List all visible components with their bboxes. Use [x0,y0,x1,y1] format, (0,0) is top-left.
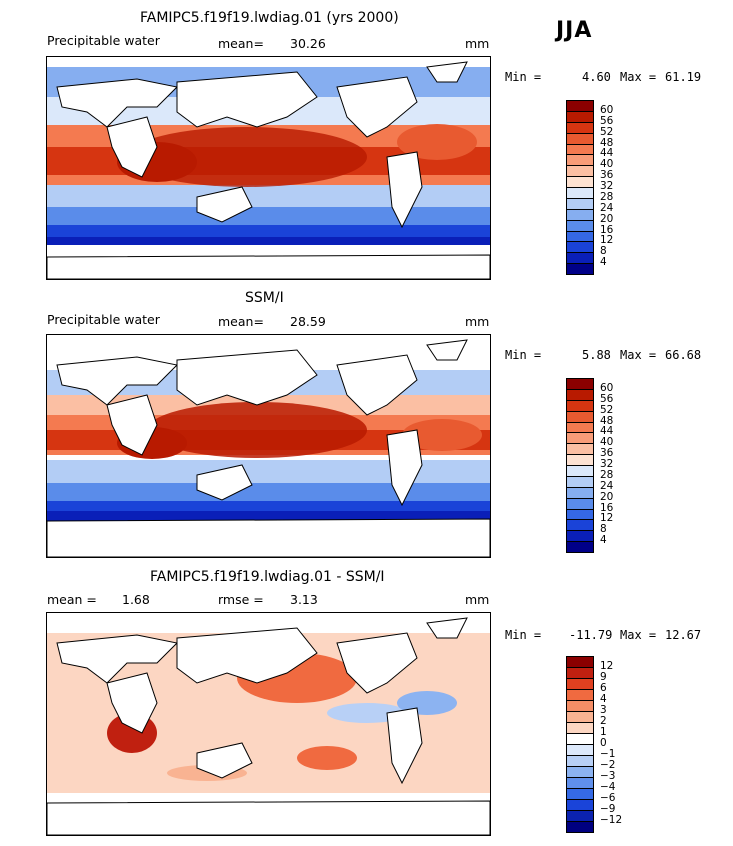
legend-tick-label: 8 [600,245,607,258]
rmse-value: 3.13 [290,592,318,607]
legend-tick-label: 1 [600,726,607,738]
map-observation-plot [47,335,490,557]
legend-tick-label: 4 [600,693,607,705]
max-label: Max = [620,628,657,642]
legend-swatch [566,541,594,553]
legend-tick-label: 60 [600,103,614,116]
units-label: mm [465,314,490,329]
units-label: mm [465,592,490,607]
legend-tick-label: 52 [600,403,614,416]
legend-tick-label: 6 [600,682,607,694]
map-difference-plot [47,613,490,835]
color-legend: 60 56 52 48 44 40 36 32 28 24 20 16 12 8 4 [566,378,666,553]
legend-tick-label: 16 [600,501,614,514]
map-difference [46,612,491,836]
max-value: 12.67 [665,628,702,642]
legend-swatch [566,263,594,275]
legend-tick-label: 3 [600,704,607,716]
max-value: 61.19 [665,70,702,84]
legend-tick-label: −9 [600,803,616,815]
max-label: Max = [620,348,657,362]
field-label: Precipitable water [47,33,160,48]
mean-value: 1.68 [122,592,150,607]
legend-tick-label: 20 [600,212,614,225]
legend-tick-label: −2 [600,759,616,771]
legend-tick-label: −12 [600,814,623,826]
max-value: 66.68 [665,348,702,362]
legend-tick-label: 60 [600,381,614,394]
min-label: Min = [505,628,542,642]
legend-tick-label: −6 [600,792,616,804]
map-observation [46,334,491,558]
panel-title: SSM/I [245,290,284,306]
panel-title: FAMIPC5.f19f19.lwdiag.01 (yrs 2000) [140,10,399,26]
min-label: Min = [505,70,542,84]
legend-tick-label: 2 [600,715,607,727]
legend-tick-label: 44 [600,147,614,160]
legend-tick-label: −1 [600,748,616,760]
min-label: Min = [505,348,542,362]
max-label: Max = [620,70,657,84]
legend-tick-label: 24 [600,479,614,492]
legend-tick-label: 12 [600,660,614,672]
legend-tick-label: 12 [600,234,614,247]
mean-label: mean= [218,36,264,51]
legend-tick-label: 36 [600,169,614,182]
min-value: 5.88 [582,348,611,362]
legend-tick-label: 8 [600,523,607,536]
legend-tick-label: −4 [600,781,616,793]
legend-tick-label: 56 [600,114,614,127]
legend-swatch [566,821,594,833]
legend-tick-label: 32 [600,458,614,470]
legend-tick-label: 20 [600,490,614,503]
legend-tick-label: 4 [600,534,607,547]
legend-tick-label: 24 [600,201,614,214]
map-model [46,56,491,280]
units-label: mm [465,36,490,51]
legend-tick-label: 44 [600,425,614,438]
legend-tick-label: 28 [600,468,614,481]
legend-tick-label: 32 [600,180,614,192]
legend-tick-label: 9 [600,671,607,683]
map-model-plot [47,57,490,279]
legend-tick-label: −3 [600,770,616,782]
legend-tick-label: 16 [600,223,614,236]
legend-tick-label: 56 [600,392,614,405]
mean-value: 30.26 [290,36,326,51]
legend-tick-label: 48 [600,414,614,427]
legend-tick-label: 48 [600,136,614,149]
rmse-label: rmse = [218,592,264,607]
legend-tick-label: 52 [600,125,614,138]
mean-value: 28.59 [290,314,326,329]
legend-tick-label: 12 [600,512,614,525]
legend-tick-label: 4 [600,256,607,269]
legend-tick-label: 40 [600,158,614,171]
field-label: Precipitable water [47,312,160,327]
legend-tick-label: 0 [600,737,607,749]
season-label: JJA [556,18,593,43]
min-value: -11.79 [569,628,613,642]
legend-tick-label: 40 [600,436,614,449]
legend-tick-label: 28 [600,190,614,203]
mean-label: mean= [218,314,264,329]
mean-label: mean = [47,592,97,607]
color-legend: 60 56 52 48 44 40 36 32 28 24 20 16 12 8 4 [566,100,666,275]
legend-tick-label: 36 [600,447,614,460]
panel-title: FAMIPC5.f19f19.lwdiag.01 - SSM/I [150,569,385,585]
min-value: 4.60 [582,70,611,84]
color-legend: 12 9 6 4 3 2 1 0 −1 −2 −3 −4 −6 −9 −12 [566,656,666,833]
